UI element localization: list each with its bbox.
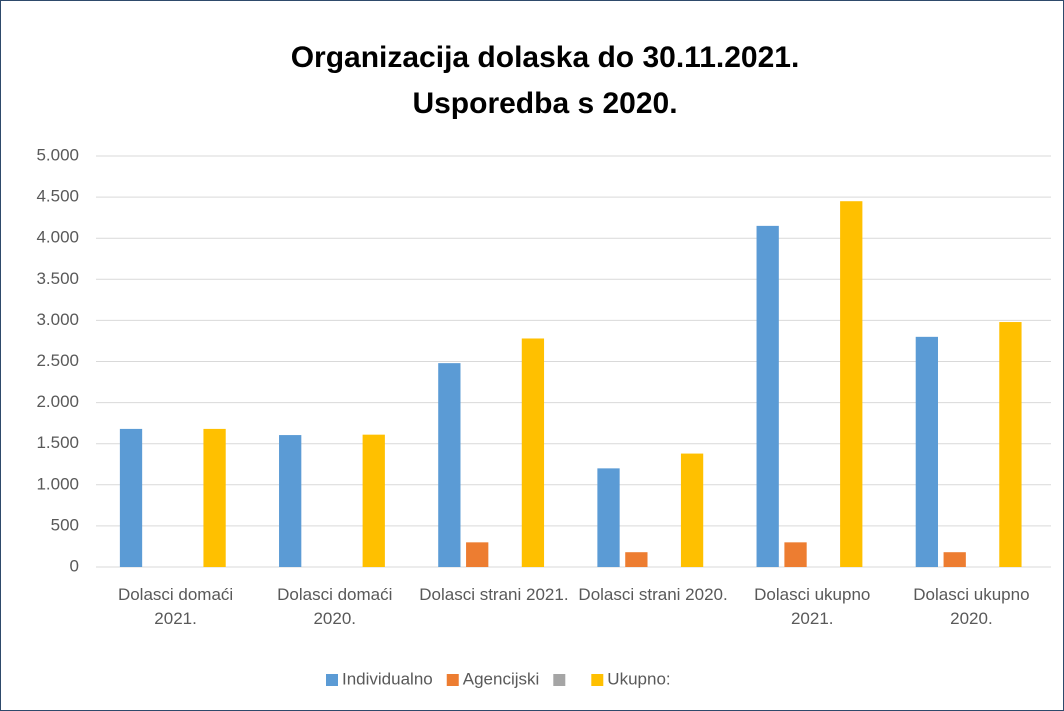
- bar: [840, 201, 863, 567]
- y-tick-label: 2.500: [36, 351, 79, 370]
- bar: [597, 468, 620, 567]
- chart-title: Organizacija dolaska do 30.11.2021.: [291, 41, 800, 74]
- bar: [625, 552, 648, 567]
- y-tick-label: 500: [51, 515, 79, 534]
- y-tick-label: 2.000: [36, 392, 79, 411]
- legend-swatch: [326, 674, 338, 686]
- legend-label: Individualno: [342, 669, 433, 688]
- bar: [680, 453, 704, 567]
- y-tick-label: 3.000: [36, 310, 79, 329]
- bar: [362, 434, 385, 567]
- bar: [915, 336, 938, 567]
- bar: [438, 363, 461, 567]
- y-tick-label: 1.000: [36, 474, 79, 493]
- y-tick-label: 1.500: [36, 433, 79, 452]
- bar: [203, 428, 226, 567]
- x-tick-label: Dolasci domaći 2020.: [277, 585, 393, 628]
- legend-label: Ukupno:: [607, 669, 670, 688]
- bar: [521, 338, 545, 567]
- bar: [119, 428, 143, 567]
- legend-swatch: [591, 674, 604, 686]
- legend-swatch: [553, 674, 566, 686]
- y-tick-label: 5.000: [36, 145, 79, 164]
- bar: [466, 542, 489, 567]
- x-tick-label: Dolasci strani 2021.: [419, 585, 569, 604]
- y-tick-label: 0: [70, 556, 79, 575]
- legend-label: Agencijski: [463, 669, 540, 688]
- y-tick-label: 4.000: [36, 228, 79, 247]
- x-tick-label: Dolasci ukupno 2021.: [754, 585, 871, 628]
- bar: [756, 225, 779, 567]
- bar: [279, 435, 302, 567]
- bar: [784, 542, 807, 567]
- y-tick-label: 4.500: [36, 187, 79, 206]
- chart-subtitle: Usporedba s 2020.: [412, 87, 677, 120]
- x-tick-label: Dolasci strani 2020.: [578, 585, 728, 604]
- legend-swatch: [446, 674, 459, 686]
- bar: [999, 322, 1022, 567]
- x-tick-label: Dolasci ukupno 2020.: [913, 585, 1030, 628]
- bar: [943, 552, 966, 567]
- y-tick-label: 3.500: [36, 269, 79, 288]
- x-tick-label: Dolasci domaći 2021.: [117, 585, 234, 628]
